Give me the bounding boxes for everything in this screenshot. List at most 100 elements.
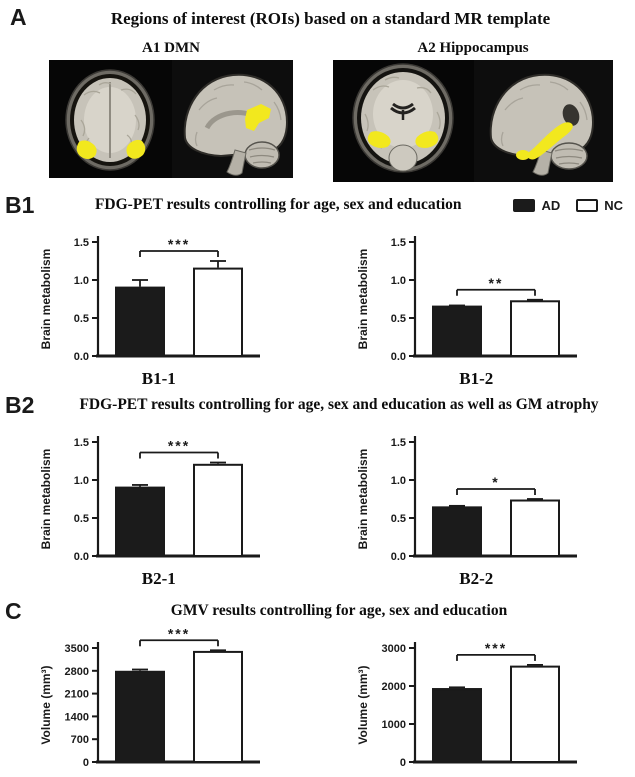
svg-text:0.5: 0.5 [73,313,88,325]
svg-text:3500: 3500 [64,643,88,655]
dmn-subtitle: A1 DMN [142,40,200,56]
hippocampus-roi-image [333,60,613,182]
legend-label-nc: NC [604,197,623,213]
svg-text:1.5: 1.5 [391,237,406,249]
panel-c: C GMV results controlling for age, sex a… [0,598,635,777]
chart-c1: 0 700 1400 2100 2800 3500 Volume (mm³) *** C1 [0,626,318,777]
bar-chart-b2-1: 0.0 0.5 1.0 1.5 Brain metabolism *** [39,436,260,563]
chart-caption-c1: C1 [148,776,169,777]
chart-b1-1: 0.0 0.5 1.0 1.5 Brain metabolism *** B1-1 [0,220,318,388]
chart-c2: 0 1000 2000 3000 Volume (mm³) *** C2 [318,626,635,777]
chart-b1-2: 0.0 0.5 1.0 1.5 Brain metabolism ** B1-2 [318,220,635,388]
chart-b2-2: 0.0 0.5 1.0 1.5 Brain metabolism * B2-2 [318,420,635,588]
svg-text:Volume (mm³): Volume (mm³) [356,665,370,744]
svg-text:Brain metabolism: Brain metabolism [39,449,53,550]
panel-b1-title: FDG-PET results controlling for age, sex… [94,196,462,213]
dmn-axial-roi-highlight [126,139,146,159]
svg-text:0.0: 0.0 [391,551,406,563]
panel-b1-header: B1 FDG-PET results controlling for age, … [0,192,635,218]
hippocampus-sagittal-roi-highlight [527,122,573,160]
svg-text:1.5: 1.5 [73,437,88,449]
svg-text:0.0: 0.0 [73,551,88,563]
bar-chart-b1-2: 0.0 0.5 1.0 1.5 Brain metabolism ** [356,236,578,363]
ad-swatch [513,198,536,212]
nc-swatch [576,198,599,212]
panel-a-letter: A [10,4,27,30]
hippocampus-coronal-slice [352,63,454,173]
svg-text:***: *** [168,626,190,641]
svg-text:1.5: 1.5 [73,237,88,249]
svg-text:0: 0 [400,757,406,769]
svg-text:0.0: 0.0 [73,351,88,363]
roi-images-row: A1 DMN [49,36,635,182]
panel-c-letter: C [5,597,22,624]
svg-text:0.5: 0.5 [73,513,88,525]
bar-chart-c2: 0 1000 2000 3000 Volume (mm³) *** [356,640,578,769]
hippocampus-sagittal-slice [489,73,595,176]
chart-caption-c2: C2 [466,776,487,777]
svg-text:Brain metabolism: Brain metabolism [39,249,53,350]
panel-a: A Regions of interest (ROIs) based on a … [0,6,635,182]
bar-chart-b1-1: 0.0 0.5 1.0 1.5 Brain metabolism *** [39,236,260,363]
svg-text:Brain metabolism: Brain metabolism [356,249,370,350]
chart-caption-b1-2: B1-2 [459,369,494,388]
svg-text:*: * [493,474,500,490]
b2-chart-row: 0.0 0.5 1.0 1.5 Brain metabolism *** B2-1 0.0… [0,420,635,588]
panel-b2: B2 FDG-PET results controlling for age, … [0,392,635,588]
dmn-axial-roi-highlight [76,140,97,159]
svg-text:2100: 2100 [64,689,88,701]
svg-text:1.0: 1.0 [391,475,406,487]
bar-chart-b2-2: 0.0 0.5 1.0 1.5 Brain metabolism * [356,436,578,563]
svg-text:0.5: 0.5 [391,313,406,325]
hippocampus-coronal-roi-highlight [367,131,391,148]
dmn-roi-block: A1 DMN [49,36,293,182]
svg-text:0.0: 0.0 [391,351,406,363]
legend-item-nc: NC [576,198,623,213]
svg-text:1.0: 1.0 [391,275,406,287]
svg-text:Brain metabolism: Brain metabolism [356,449,370,550]
panel-a-title: Regions of interest (ROIs) based on a st… [110,9,551,28]
chart-caption-b1-1: B1-1 [141,369,176,388]
svg-text:1.5: 1.5 [391,437,406,449]
dmn-sagittal-slice [183,73,289,176]
svg-text:1.0: 1.0 [73,275,88,287]
svg-text:1000: 1000 [382,719,406,731]
dmn-roi-image [49,60,293,178]
chart-caption-b2-2: B2-2 [459,569,494,588]
svg-text:**: ** [489,275,504,291]
svg-text:***: *** [168,438,190,454]
panel-b1-letter: B1 [5,191,35,218]
bar-chart-c1: 0 700 1400 2100 2800 3500 Volume (mm³) *** [39,626,260,769]
legend-label-ad: AD [541,197,561,213]
hippocampus-sagittal-roi-highlight [516,150,530,160]
panel-b2-header: B2 FDG-PET results controlling for age, … [0,392,635,418]
svg-text:***: *** [485,640,507,656]
panel-b2-letter: B2 [5,391,35,418]
panel-b2-title: FDG-PET results controlling for age, sex… [79,396,599,413]
legend: AD NC [513,198,623,213]
svg-text:1.0: 1.0 [73,475,88,487]
svg-text:0: 0 [83,757,89,769]
chart-b2-1: 0.0 0.5 1.0 1.5 Brain metabolism *** B2-1 [0,420,318,588]
c-chart-row: 0 700 1400 2100 2800 3500 Volume (mm³) *** C1 0… [0,626,635,777]
svg-text:2800: 2800 [64,666,88,678]
panel-c-header: C GMV results controlling for age, sex a… [0,598,635,624]
hippocampus-subtitle: A2 Hippocampus [417,40,529,56]
b1-chart-row: 0.0 0.5 1.0 1.5 Brain metabolism *** B1-1 0.0… [0,220,635,388]
panel-c-title: GMV results controlling for age, sex and… [170,602,508,619]
dmn-sagittal-roi-highlight [245,104,271,131]
svg-text:3000: 3000 [382,643,406,655]
hippocampus-coronal-roi-highlight [415,131,439,148]
panel-b1: B1 FDG-PET results controlling for age, … [0,192,635,388]
svg-text:1400: 1400 [64,711,88,723]
svg-text:2000: 2000 [382,681,406,693]
svg-text:Volume (mm³): Volume (mm³) [39,665,53,744]
svg-text:***: *** [168,236,190,252]
svg-text:700: 700 [70,734,88,746]
chart-caption-b2-1: B2-1 [141,569,176,588]
svg-text:0.5: 0.5 [391,513,406,525]
panel-a-header: A Regions of interest (ROIs) based on a … [0,6,635,32]
dmn-axial-slice [65,69,155,171]
legend-item-ad: AD [513,198,560,213]
